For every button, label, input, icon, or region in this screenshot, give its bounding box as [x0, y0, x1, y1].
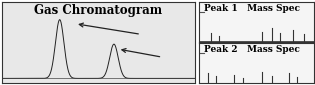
Text: Gas Chromatogram: Gas Chromatogram	[34, 4, 163, 17]
Text: Peak 2   Mass Spec: Peak 2 Mass Spec	[204, 45, 300, 54]
Text: Peak 1   Mass Spec: Peak 1 Mass Spec	[204, 4, 300, 13]
